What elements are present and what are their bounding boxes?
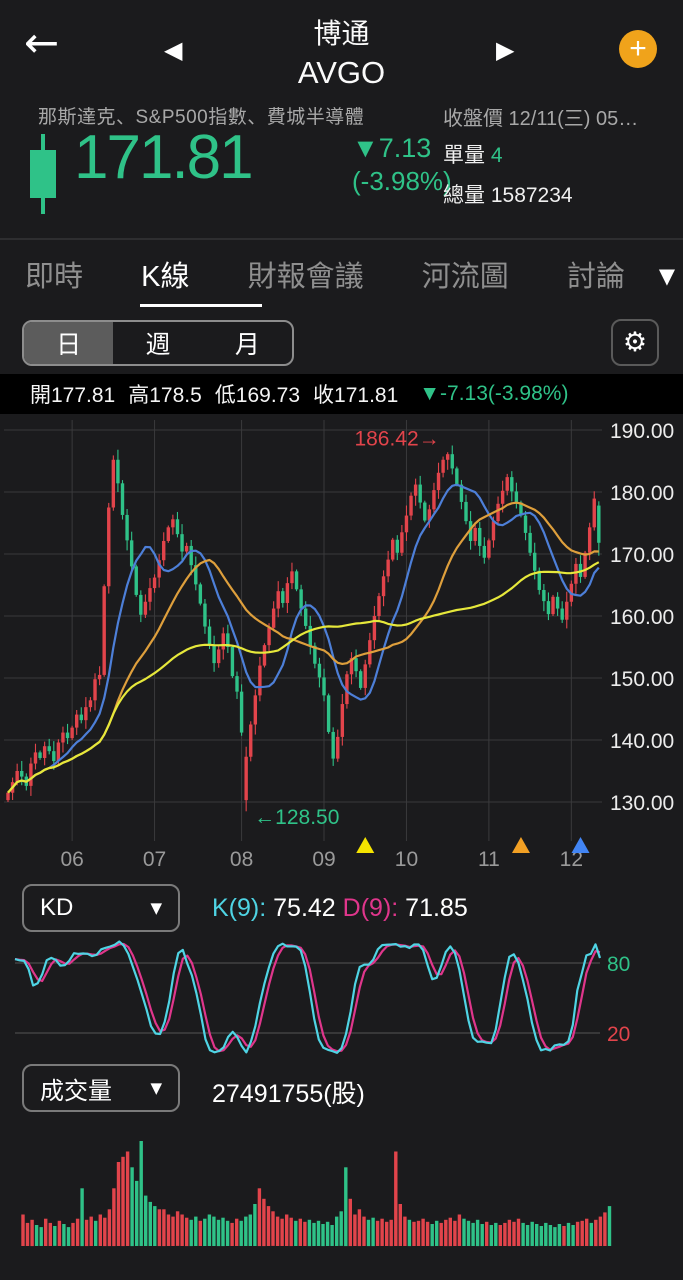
unit-volume-row: 單量 4	[443, 144, 503, 167]
tab-bar: 即時 K線 財報會議 河流圖 討論 ▼	[0, 240, 683, 318]
unit-volume-value: 4	[490, 144, 503, 167]
related-indices-text: 那斯達克、S&P500指數、費城半導體	[38, 107, 365, 128]
price-row: 171.81 ▼7.13 (-3.98%) 單量 4 總量 1587234	[0, 123, 683, 230]
total-volume-row: 總量 1587234	[443, 184, 573, 207]
svg-text:12: 12	[560, 848, 583, 871]
svg-text:140.00: 140.00	[610, 730, 674, 753]
last-price: 171.81	[74, 123, 254, 192]
period-month[interactable]: 月	[234, 331, 260, 359]
add-watchlist-button[interactable]: +	[619, 30, 657, 68]
info-row: 那斯達克、S&P500指數、費城半導體 收盤價 12/11(三) 05…	[0, 102, 683, 132]
tab-earnings-call[interactable]: 財報會議	[247, 261, 364, 293]
prev-stock-icon[interactable]: ◀	[164, 36, 183, 64]
kd-d-label: D(9):	[342, 894, 399, 922]
svg-text:170.00: 170.00	[610, 544, 674, 567]
kd-legend: K(9): 75.42 D(9): 71.85	[212, 894, 468, 923]
svg-text:180.00: 180.00	[610, 482, 674, 505]
volume-dropdown-label: 成交量	[40, 1077, 112, 1105]
volume-chart[interactable]	[0, 1122, 683, 1254]
kd-row: KD ▼ K(9): 75.42 D(9): 71.85	[0, 876, 683, 938]
period-week[interactable]: 週	[145, 331, 171, 359]
tab-realtime[interactable]: 即時	[25, 261, 84, 293]
next-stock-icon[interactable]: ▶	[496, 36, 515, 64]
svg-text:←128.50: ←128.50	[254, 806, 339, 829]
indicator-dropdown-label: KD	[40, 894, 74, 921]
svg-text:150.00: 150.00	[610, 668, 674, 691]
quantity-block: 單量 4 總量 1587234	[443, 136, 573, 216]
volume-row: 成交量 ▼ 27491755(股)	[0, 1056, 683, 1122]
svg-text:190.00: 190.00	[610, 420, 674, 443]
stock-name: 博通	[313, 18, 370, 49]
svg-text:08: 08	[230, 848, 253, 871]
dropdown-caret-icon: ▼	[150, 899, 162, 917]
svg-text:186.42→: 186.42→	[354, 428, 439, 451]
svg-text:07: 07	[143, 848, 166, 871]
period-day[interactable]: 日	[24, 322, 114, 364]
ohlc-bar: 開177.81 高178.5 低169.73 收171.81 ▼-7.13(-3…	[0, 374, 683, 414]
ohlc-open: 開177.81	[30, 384, 116, 407]
kd-k-label: K(9):	[212, 894, 267, 922]
kd-chart[interactable]: 80 20	[0, 938, 683, 1056]
stock-ticker: AVGO	[297, 55, 386, 90]
tab-discussion[interactable]: 討論	[566, 261, 625, 293]
volume-value: 27491755(股)	[212, 1080, 365, 1108]
tab-river-chart[interactable]: 河流圖	[421, 261, 509, 293]
tabs-more-caret-icon[interactable]: ▼	[658, 264, 675, 288]
price-change-pct: (-3.98%)	[352, 166, 452, 196]
title-block: 博通 AVGO	[192, 12, 492, 91]
closing-price-time: 收盤價 12/11(三) 05…	[443, 108, 639, 130]
tab-kline[interactable]: K線	[141, 261, 190, 293]
price-change: ▼7.13	[352, 133, 432, 163]
kd-k-value: 75.42	[273, 894, 336, 922]
svg-text:80: 80	[607, 953, 630, 976]
price-change-block: ▼7.13 (-3.98%)	[352, 132, 452, 198]
ohlc-close: 收171.81	[313, 384, 399, 407]
dropdown-caret-icon: ▼	[150, 1079, 162, 1097]
gear-icon[interactable]: ⚙	[611, 319, 659, 366]
svg-text:10: 10	[395, 848, 418, 871]
svg-text:160.00: 160.00	[610, 606, 674, 629]
svg-text:06: 06	[60, 848, 83, 871]
header: ← ◀ 博通 AVGO ▶ +	[0, 0, 683, 102]
period-segmented-control: 日 週 月	[22, 320, 294, 366]
chart-controls: 日 週 月 ⚙	[0, 318, 683, 374]
indicator-dropdown[interactable]: KD ▼	[22, 884, 180, 932]
kd-d-value: 71.85	[405, 894, 468, 922]
section-divider	[0, 238, 683, 240]
candlestick-chart[interactable]: 190.00 180.00 170.00 160.00 150.00 140.00 130.…	[0, 414, 683, 876]
svg-text:09: 09	[312, 848, 335, 871]
svg-text:20: 20	[607, 1023, 630, 1046]
ohlc-change: ▼-7.13(-3.98%)	[419, 382, 569, 405]
active-tab-underline	[140, 304, 262, 307]
candle-icon	[30, 134, 56, 214]
ohlc-low: 低169.73	[214, 384, 301, 407]
total-volume-value: 1587234	[490, 184, 573, 207]
ohlc-high: 高178.5	[128, 384, 202, 407]
volume-dropdown[interactable]: 成交量 ▼	[22, 1064, 180, 1112]
back-arrow-icon[interactable]: ←	[24, 18, 60, 67]
svg-text:11: 11	[478, 848, 500, 871]
svg-text:130.00: 130.00	[610, 792, 674, 815]
